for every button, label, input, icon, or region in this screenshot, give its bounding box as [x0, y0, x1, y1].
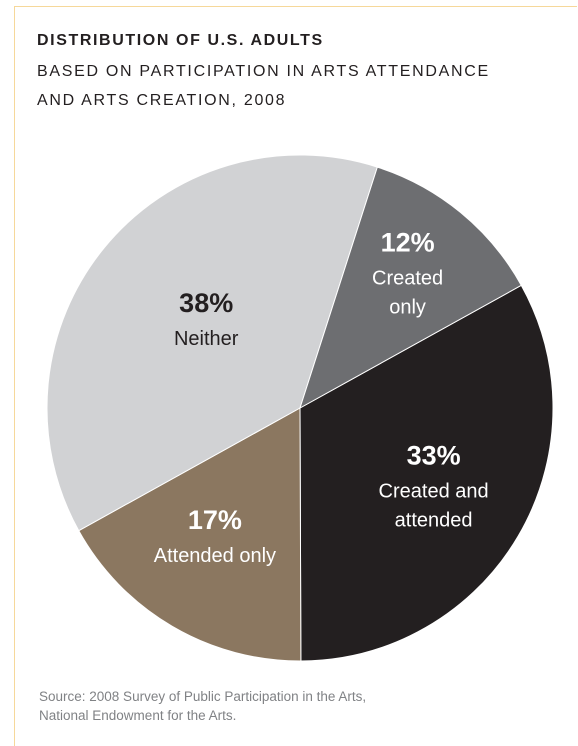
slice-value-label: 38%: [179, 288, 233, 318]
slice-value-label: 17%: [188, 505, 242, 535]
slice-category-label: Created and: [379, 481, 489, 503]
slice-category-label: only: [389, 297, 426, 319]
slice-category-label: Attended only: [154, 545, 276, 567]
slice-category-label: Created: [372, 268, 443, 290]
source-note-line-2: National Endowment for the Arts.: [39, 708, 237, 723]
chart-subtitle-line-2: AND ARTS CREATION, 2008: [37, 92, 287, 109]
chart-title: DISTRIBUTION OF U.S. ADULTS: [37, 32, 324, 49]
pie-slice-3: [46, 154, 378, 532]
pie-slice-2: [78, 407, 302, 662]
pie-slice-4: [299, 166, 522, 410]
slice-value-label: 33%: [407, 441, 461, 471]
source-note-line-1: Source: 2008 Survey of Public Participat…: [39, 689, 367, 704]
slice-category-label: attended: [395, 510, 473, 532]
chart-subtitle-line-1: BASED ON PARTICIPATION IN ARTS ATTENDANC…: [37, 63, 490, 80]
pie-slice-1: [299, 284, 554, 662]
slice-category-label: Neither: [174, 328, 239, 350]
slice-value-label: 12%: [381, 228, 435, 258]
